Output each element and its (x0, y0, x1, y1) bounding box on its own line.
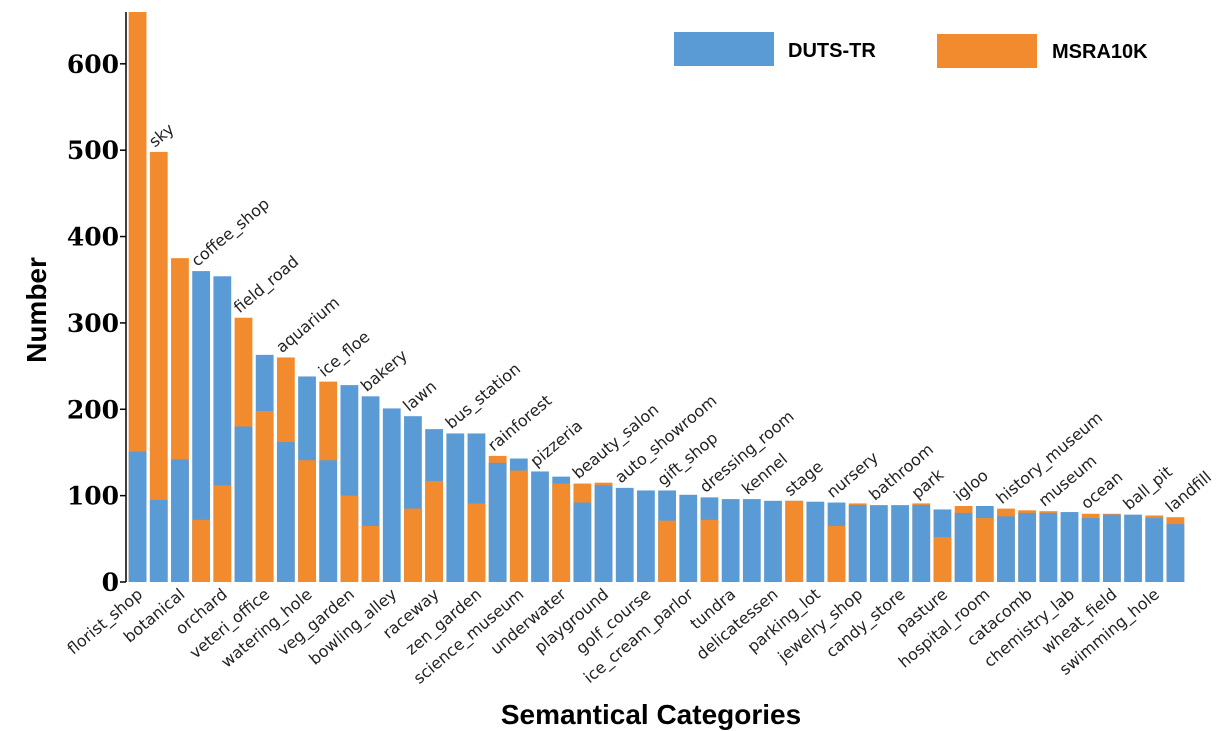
bar-msra10k-gift-shop (658, 520, 676, 582)
y-tick-label: 300 (67, 309, 119, 338)
y-tick-label: 0 (102, 568, 119, 597)
bar-duts-tr-chemistry-lab (1060, 512, 1079, 582)
bar-duts-tr-tundra (721, 499, 740, 582)
bar-duts-tr-delicatessen (764, 500, 782, 582)
category-label-igloo: igloo (950, 466, 992, 505)
y-tick-label: 400 (67, 223, 119, 252)
bar-duts-tr-wheat-field (1102, 514, 1121, 582)
bar-duts-tr-pizzeria (531, 471, 549, 582)
bar-duts-tr-landfill (1166, 524, 1185, 582)
category-label-bakery: bakery (357, 346, 411, 396)
bar-duts-tr-bus-station (446, 433, 465, 582)
bar-msra10k-veteri-office (255, 411, 274, 582)
bar-msra10k-nursery (827, 525, 846, 582)
bar-msra10k-florist-shop (128, 12, 147, 582)
bar-duts-tr-parking-lot (806, 501, 825, 582)
bar-duts-tr-bathroom (869, 505, 888, 582)
bar-msra10k-watering-hole (298, 460, 316, 582)
bar-duts-tr-ball-pit (1124, 514, 1142, 582)
bar-duts-tr-beauty-salon (573, 502, 592, 582)
bar-duts-tr-golf-course (637, 490, 655, 582)
legend-swatch-msra10k (937, 34, 1037, 68)
x-axis-label: Semantical Categories (501, 699, 801, 730)
legend-label-duts-tr: DUTS-TR (788, 40, 876, 62)
legend-swatch-duts-tr (674, 32, 774, 66)
bar-duts-tr-rainforest (488, 462, 507, 582)
bars (128, 12, 1185, 582)
bar-duts-tr-sky (149, 499, 168, 582)
bar-duts-tr-igloo (954, 512, 973, 582)
bar-duts-tr-ocean (1081, 518, 1100, 582)
bar-msra10k-coffee-shop (192, 519, 211, 582)
bar-duts-tr-catacomb (1018, 512, 1037, 582)
bar-msra10k-sky (149, 151, 168, 582)
bar-msra10k-veg-garden (340, 495, 359, 582)
bar-duts-tr-history-museum (997, 516, 1015, 582)
bar-msra10k-raceway (425, 480, 444, 582)
bar-duts-tr-bowling-alley (382, 408, 401, 582)
bar-msra10k-stage (785, 500, 804, 582)
bar-duts-tr-aquarium (276, 442, 295, 582)
bar-duts-tr-museum (1039, 512, 1058, 582)
y-tick-label: 600 (67, 50, 119, 79)
bar-msra10k-pasture (933, 537, 952, 582)
bar-duts-tr-kennel (742, 499, 761, 582)
bar-msra10k-science-museum (509, 470, 528, 582)
bar-msra10k-bakery (361, 525, 380, 582)
legend-label-msra10k: MSRA10K (1052, 41, 1148, 63)
bar-duts-tr-park (912, 505, 931, 582)
y-tick-label: 500 (67, 136, 119, 165)
category-labels-below: florist_shopbotanicalorchardveteri_offic… (64, 584, 1164, 688)
bar-duts-tr-botanical (171, 459, 189, 582)
bar-duts-tr-playground (594, 485, 613, 582)
legend: DUTS-TR MSRA10K (674, 32, 1148, 68)
y-axis-label: Number (21, 257, 52, 363)
bar-msra10k-underwater (552, 483, 571, 582)
bar-msra10k-lawn (404, 508, 422, 582)
bar-duts-tr-jewelry-shop (848, 505, 867, 582)
bar-msra10k-hospital-room (975, 518, 994, 582)
bar-msra10k-zen-garden (467, 503, 486, 582)
bar-msra10k-orchard (213, 485, 232, 582)
category-label-coffee-shop: coffee_shop (187, 194, 273, 271)
bar-duts-tr-auto-showroom (615, 487, 634, 582)
bar-duts-tr-coffee-shop (192, 271, 211, 582)
y-tick-label: 200 (67, 395, 119, 424)
y-axis: 0 100 200 300 400 500 600 (67, 12, 127, 597)
y-tick-label: 100 (67, 482, 119, 511)
bar-duts-tr-ice-floe (319, 460, 338, 582)
category-label-sky: sky (145, 119, 178, 151)
bar-duts-tr-florist-shop (128, 451, 147, 582)
bar-duts-tr-ice-cream-parlor (679, 494, 698, 582)
category-label-aquarium: aquarium (272, 293, 343, 357)
category-label-lawn: lawn (399, 377, 440, 416)
bar-duts-tr-swimming-hole (1145, 518, 1164, 582)
bar-msra10k-dressing-room (700, 519, 719, 582)
bar-duts-tr-field-road (234, 426, 253, 582)
bar-duts-tr-candy-store (891, 505, 909, 582)
category-label-field-road: field_road (230, 252, 303, 318)
